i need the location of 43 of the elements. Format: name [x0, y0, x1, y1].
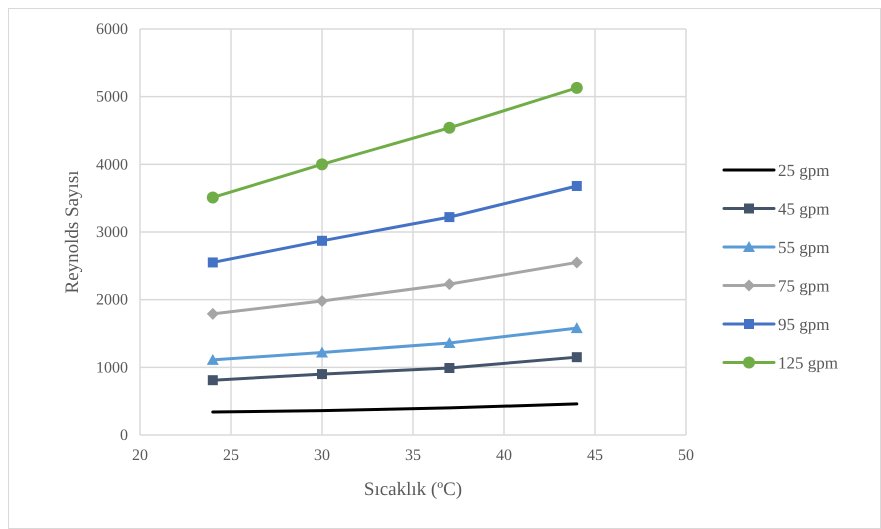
point: [317, 236, 327, 246]
x-tick-label: 35: [405, 447, 421, 464]
point: [572, 180, 582, 191]
point: [316, 158, 328, 170]
point: [443, 278, 456, 290]
point: [444, 363, 454, 374]
point: [570, 256, 583, 268]
x-tick-label: 45: [587, 447, 603, 464]
x-tick-label: 40: [496, 447, 512, 464]
y-tick-label: 4000: [96, 156, 128, 174]
legend-label: 75 gpm: [778, 276, 830, 296]
x-tick-label: 20: [132, 447, 148, 464]
point: [443, 122, 456, 134]
x-axis-title: Sıcaklık (ºC): [364, 479, 462, 500]
legend-label: 45 gpm: [778, 200, 830, 218]
x-tick-label: 50: [678, 447, 694, 464]
legend-label: 55 gpm: [778, 238, 830, 257]
y-tick-label: 6000: [96, 21, 128, 38]
x-tick-label: 30: [314, 447, 330, 464]
y-axis-title: Reynolds Sayısı: [62, 170, 83, 294]
point: [206, 354, 219, 365]
legend-label: 125 gpm: [778, 354, 838, 372]
line-series: [211, 402, 578, 414]
point: [316, 295, 328, 308]
point: [572, 352, 582, 362]
point: [208, 257, 218, 268]
x-tick-label: 25: [223, 447, 239, 464]
y-tick-label: 0: [120, 427, 128, 444]
y-tick-label: 5000: [96, 88, 128, 106]
point: [316, 346, 328, 358]
legend-label: 95 gpm: [778, 315, 830, 334]
legend-label: 25 gpm: [778, 161, 830, 180]
point: [570, 322, 583, 334]
point: [570, 82, 583, 94]
point: [444, 212, 454, 222]
point: [443, 336, 456, 348]
point: [208, 375, 218, 386]
y-tick-label: 2000: [96, 292, 128, 309]
point: [317, 369, 327, 380]
point: [206, 308, 219, 320]
y-tick-label: 1000: [96, 359, 128, 376]
y-tick-label: 3000: [96, 224, 128, 241]
point: [206, 191, 219, 204]
